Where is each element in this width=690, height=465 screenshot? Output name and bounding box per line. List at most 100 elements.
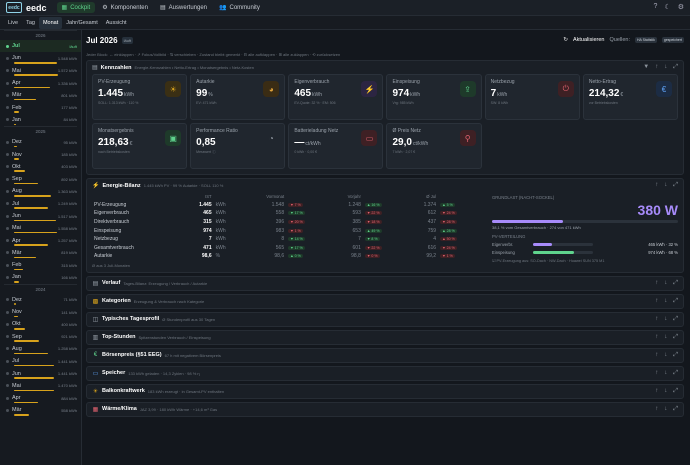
tab-tag[interactable]: Tag [26,19,35,26]
month-value: 1.470 kWh [57,383,77,389]
app-logo[interactable]: eedc eedc [6,2,47,13]
sidebar-month-item[interactable]: Dez 95 kWh [0,136,81,148]
section-speicher[interactable]: ▭ Speicher 133 kWh geladen · 14,3 Zyklen ·… [86,365,684,381]
move-up-icon[interactable]: ↑ [655,279,659,286]
move-up-icon[interactable]: ↑ [655,333,659,340]
focus-icon[interactable]: ⤢ [673,279,678,286]
help-icon[interactable]: ? [653,3,658,10]
sidebar-month-item[interactable]: Jun 1.548 kWh [0,52,81,64]
move-up-icon[interactable]: ↑ [655,64,659,70]
move-up-icon[interactable]: ↑ [655,387,659,394]
focus-icon[interactable]: ⤢ [673,387,678,394]
sidebar-month-item[interactable]: Apr 884 kWh [0,392,81,404]
month-dot-icon [6,347,9,351]
focus-icon[interactable]: ⤢ [673,315,678,322]
sidebar-month-item[interactable]: Jun 1.441 kWh [0,367,81,379]
month-bar [14,340,39,342]
month-value: 1.363 kWh [57,188,77,194]
vorjahr-value: 601 [352,244,361,251]
section-balkonkraftwerk[interactable]: ☀ Balkonkraftwerk 183 kWh erzeugt · in Ges… [86,383,684,399]
vormonat-value: 1.548 [271,201,285,208]
sidebar-month-item[interactable]: Jan 84 kWh [0,114,81,126]
sidebar-month-item[interactable]: Feb 315 kWh [0,259,81,271]
change-chip: ▼ 22 % [364,211,382,216]
move-down-icon[interactable]: ↓ [664,333,668,340]
move-up-icon[interactable]: ↑ [655,182,659,188]
kpi-value: —ct/kWh [294,137,377,148]
section-kategorien[interactable]: ▩ Kategorien Erzeugung & Verbrauch nach Ka… [86,293,684,309]
sidebar-month-item[interactable]: Feb 177 kWh [0,101,81,113]
tab-jahr-gesamt[interactable]: Jahr/Gesamt [66,19,98,26]
settings-gear-icon[interactable]: ⚙ [677,4,684,11]
kpi-unit: ct/kWh [412,141,429,147]
move-down-icon[interactable]: ↓ [664,351,668,358]
sidebar-month-item[interactable]: Mär 801 kWh [0,89,81,101]
sidebar-month-item[interactable]: Jul läuft [0,40,81,53]
move-down-icon[interactable]: ↓ [664,369,668,376]
cockpit-icon: ▦ [61,5,68,11]
focus-icon[interactable]: ⤢ [673,182,678,188]
section-wärme[interactable]: ▦ Wärme/Klima JAZ 3,99 · 180 kWh Wärme · +… [86,401,684,417]
section-top-stunden[interactable]: ▥ Top-Stunden Spitzenstunden Verbrauch / E… [86,329,684,345]
sidebar-month-item[interactable]: Okt 403 kWh [0,161,81,173]
sidebar-month-item[interactable]: Aug 1.363 kWh [0,185,81,197]
move-up-icon[interactable]: ↑ [655,369,659,376]
change-chip: ▼ 24 % [440,211,457,216]
tab-aussicht[interactable]: Aussicht [105,19,127,26]
month-bar [14,414,30,416]
kpi-icon: ▭ [361,130,378,146]
collapse-icon[interactable]: ▼ [643,64,650,70]
sidebar-month-item[interactable]: Mär 819 kWh [0,247,81,259]
sidebar-month-item[interactable]: Dez 71 kWh [0,294,81,306]
sidebar-month-item[interactable]: Nov 141 kWh [0,306,81,318]
sidebar-month-item[interactable]: Mai 1.572 kWh [0,65,81,77]
nav-community[interactable]: 👥 Community [214,2,265,13]
move-down-icon[interactable]: ↓ [664,405,668,412]
nav-auswertungen[interactable]: ▤ Auswertungen [155,2,212,13]
move-down-icon[interactable]: ↓ [664,64,668,70]
move-down-icon[interactable]: ↓ [664,315,668,322]
move-down-icon[interactable]: ↓ [664,279,668,286]
sidebar-month-item[interactable]: Sep 892 kWh [0,173,81,185]
move-down-icon[interactable]: ↓ [664,182,668,188]
move-down-icon[interactable]: ↓ [664,387,668,394]
tab-monat[interactable]: Monat [38,16,63,29]
kpi-sub: EV: 471 kWh [196,101,217,105]
nav-komponenten[interactable]: ⚙ Komponenten [97,2,153,13]
focus-icon[interactable]: ⤢ [673,64,678,70]
sidebar-month-item[interactable]: Nov 185 kWh [0,148,81,160]
sidebar-month-item[interactable]: Jul 1.441 kWh [0,355,81,367]
sidebar-month-item[interactable]: Jul 1.249 kWh [0,198,81,210]
sidebar-month-item[interactable]: Mai 1.558 kWh [0,222,81,234]
month-value: 819 kWh [61,250,77,256]
focus-icon[interactable]: ⤢ [673,333,678,340]
sidebar-month-item[interactable]: Aug 1.258 kWh [0,343,81,355]
sidebar-month-item[interactable]: Apr 1.336 kWh [0,77,81,89]
sidebar-month-item[interactable]: Jan 166 kWh [0,271,81,283]
sidebar-month-item[interactable]: Mai 1.470 kWh [0,380,81,392]
sidebar-month-item[interactable]: Jun 1.517 kWh [0,210,81,222]
move-up-icon[interactable]: ↑ [655,315,659,322]
section-börsenpreis[interactable]: € Börsenpreis (§51 EEG) 67 h mit negativem… [86,347,684,363]
move-down-icon[interactable]: ↓ [664,297,668,304]
nav-cockpit[interactable]: ▦ Cockpit [56,2,96,13]
focus-icon[interactable]: ⤢ [673,405,678,412]
sidebar-month-item[interactable]: Mär 558 kWh [0,404,81,416]
focus-icon[interactable]: ⤢ [673,369,678,376]
theme-moon-icon[interactable]: ☾ [664,4,671,11]
move-up-icon[interactable]: ↑ [655,297,659,304]
sidebar-month-item[interactable]: Sep 921 kWh [0,331,81,343]
table-row: Gesamtverbrauch 471 kWh 565 ▼ 17 % 601 ▼ 22 % 6… [92,244,480,253]
tab-live[interactable]: Live [8,19,19,26]
grundlast-box: GRUNDLAST (NACHT-SOCKEL) 380 W 38,1 % vo… [480,192,678,268]
section-verlauf[interactable]: ▤ Verlauf Tages-Bilanz: Erzeugung / Verbra… [86,275,684,291]
move-up-icon[interactable]: ↑ [655,405,659,412]
refresh-button[interactable]: Aktualisieren [572,37,605,43]
focus-icon[interactable]: ⤢ [673,297,678,304]
section-typisches[interactable]: ◫ Typisches Tagesprofil Ø Stundenprofil au… [86,311,684,327]
sidebar-month-item[interactable]: Okt 400 kWh [0,318,81,330]
move-up-icon[interactable]: ↑ [655,351,659,358]
section-controls: ↑ ↓ ⤢ [655,316,678,323]
sidebar-month-item[interactable]: Apr 1.257 kWh [0,234,81,246]
focus-icon[interactable]: ⤢ [673,351,678,358]
